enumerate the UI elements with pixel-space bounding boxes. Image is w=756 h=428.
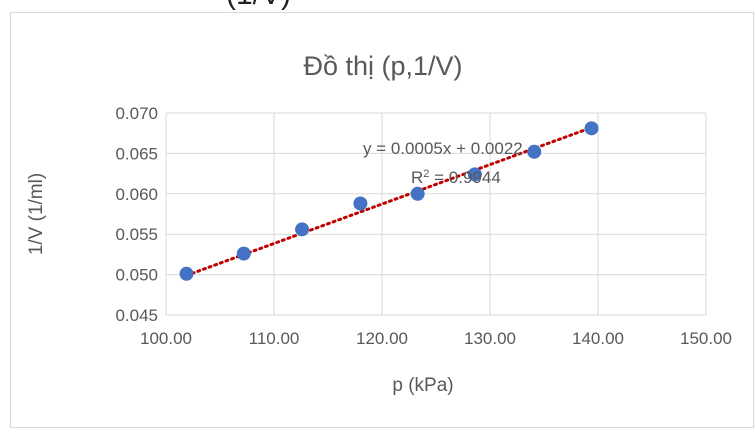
x-tick-label: 100.00 [140,329,192,348]
data-point [236,246,251,261]
y-axis-ticks: 0.045 0.050 0.055 0.060 0.065 0.070 [115,104,158,325]
y-tick-label: 0.060 [115,185,158,204]
r2-superscript: 2 [423,168,429,180]
data-points [179,121,599,281]
x-tick-label: 130.00 [464,329,516,348]
r2-prefix: R [411,168,423,187]
x-tick-label: 140.00 [572,329,624,348]
x-axis-ticks: 100.00 110.00 120.00 130.00 140.00 150.00 [140,329,732,348]
chart-title: Đồ thị (p,1/V) [303,51,462,81]
y-tick-label: 0.070 [115,104,158,123]
data-point [467,167,482,182]
x-tick-label: 110.00 [249,329,300,348]
y-axis-title: 1/V (1/ml) [26,173,47,255]
y-tick-label: 0.055 [115,225,158,244]
y-tick-label: 0.045 [115,306,158,325]
data-point [410,186,425,201]
trendline-r2: R2 = 0.9944 [411,168,501,187]
grid-lines [165,112,707,316]
y-tick-label: 0.050 [115,266,158,285]
trendline-equation: y = 0.0005x + 0.0022 [363,139,523,158]
x-tick-label: 120.00 [356,329,408,348]
data-point [584,121,599,136]
data-point [527,144,542,159]
data-point [353,196,368,211]
y-tick-label: 0.065 [115,144,158,163]
x-tick-label: 150.00 [680,329,732,348]
data-point [295,222,310,237]
r2-value: = 0.9944 [429,168,500,187]
data-point [179,266,194,281]
top-title-fragment: (1/V) [226,0,291,12]
trendline-group [185,126,594,277]
trendline [185,126,594,277]
x-axis-title: p (kPa) [392,375,453,396]
